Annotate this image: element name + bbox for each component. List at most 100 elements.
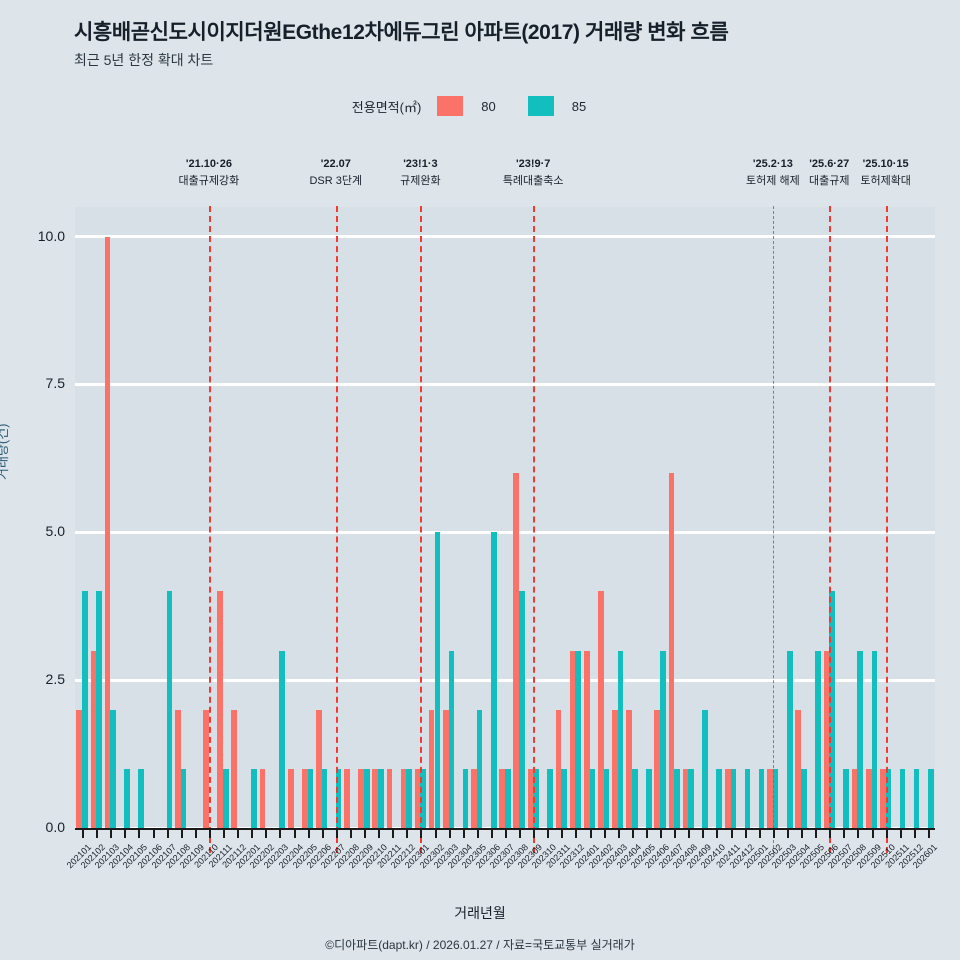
bar-85-202307	[505, 768, 511, 828]
bar-80-202312	[569, 650, 576, 828]
bar-85-202203	[279, 650, 286, 828]
bar-85-202102	[96, 591, 102, 828]
bar-85-202312	[575, 650, 582, 828]
x-tick	[744, 830, 747, 838]
event-annotation-202506: '25.6·27 대출규제	[769, 158, 889, 188]
x-tick	[152, 830, 155, 838]
bar-85-202503	[786, 650, 793, 828]
bar-85-202103	[110, 709, 116, 828]
bar-80-202102	[90, 650, 97, 828]
legend-title: 전용면적(㎡)	[351, 99, 422, 115]
x-tick	[505, 830, 507, 838]
plot-area	[75, 206, 935, 853]
y-tick-label: 0.0	[45, 819, 65, 835]
bar-85-202512	[913, 768, 920, 828]
y-tick-label: 7.5	[45, 375, 65, 392]
bar-80-202509	[865, 768, 872, 828]
bar-80-202209	[358, 768, 364, 828]
x-tick	[279, 830, 282, 838]
bar-80-202111	[217, 591, 224, 828]
bar-85-202412	[744, 768, 751, 828]
bar-80-202205	[301, 768, 308, 828]
bar-85-202507	[843, 768, 849, 828]
x-tick	[533, 830, 536, 838]
bar-80-202110	[203, 709, 209, 828]
x-tick	[786, 830, 789, 838]
event-annotation-202110: '21.10·26 대출규제강화	[149, 158, 269, 188]
bar-85-202206	[321, 768, 328, 828]
bar-85-202107	[166, 591, 173, 828]
bar-85-202410	[716, 768, 723, 828]
x-tick	[434, 830, 437, 838]
x-tick	[815, 830, 818, 838]
bar-85-202511	[899, 768, 906, 828]
bar-80-202510	[880, 768, 886, 828]
bar-85-202302	[434, 532, 441, 828]
bar-80-202210	[372, 768, 379, 828]
bar-85-202401	[589, 768, 596, 828]
event-date: '21.10·26	[185, 158, 232, 170]
bar-85-202508	[857, 650, 864, 828]
x-tick	[674, 830, 677, 838]
bar-85-202409	[702, 709, 708, 828]
legend: 전용면적(㎡) 80 85	[0, 96, 960, 116]
x-tick	[857, 830, 860, 838]
event-text: 대출규제강화	[178, 175, 240, 187]
x-tick	[237, 830, 240, 838]
gridline	[75, 235, 935, 239]
bar-85-202305	[476, 709, 483, 828]
bar-80-202506	[823, 650, 830, 828]
event-text: 토허제 해제	[746, 175, 800, 187]
bar-85-202101	[82, 591, 88, 828]
bar-80-202502	[767, 768, 773, 828]
event-annotation-202502: '25.2·13 토허제 해제	[713, 158, 833, 188]
bar-85-202304	[462, 768, 469, 828]
event-date: '25.10·15	[862, 158, 909, 170]
x-tick	[420, 830, 423, 838]
bar-85-202108	[180, 768, 187, 828]
bar-80-202508	[851, 768, 858, 828]
x-tick	[82, 830, 85, 838]
bar-85-202201	[251, 768, 257, 828]
bar-85-202310	[547, 768, 553, 828]
y-tick-label: 10.0	[37, 227, 65, 244]
bar-80-202401	[583, 650, 590, 828]
x-tick	[730, 830, 733, 838]
event-text: 규제완화	[400, 175, 441, 187]
bar-85-202212	[406, 768, 412, 828]
x-tick	[392, 830, 395, 838]
bar-80-202101	[76, 709, 83, 828]
gridline	[75, 678, 935, 682]
x-tick	[166, 830, 169, 838]
bar-85-202407	[674, 768, 680, 828]
bar-85-202509	[871, 650, 878, 828]
bar-80-202204	[287, 768, 294, 828]
bar-85-202111	[223, 768, 229, 828]
x-tick	[378, 830, 381, 838]
event-date: '25.6·27	[809, 158, 850, 170]
event-line-202207	[335, 206, 338, 853]
x-tick	[265, 830, 268, 838]
event-date: '23!1·3	[403, 158, 438, 170]
bar-80-202301	[414, 768, 421, 828]
bar-85-202405	[645, 768, 652, 828]
bar-80-202112	[231, 709, 238, 828]
legend-label-80: 80	[481, 98, 496, 114]
bar-85-202105	[138, 768, 145, 828]
event-date: '25.2·13	[752, 158, 793, 170]
x-tick	[96, 830, 99, 838]
bar-85-202210	[378, 768, 384, 828]
bar-85-202311	[561, 768, 568, 828]
x-tick	[110, 830, 113, 838]
y-axis-label: 거래량(건)	[0, 423, 10, 481]
x-tick	[448, 830, 451, 838]
event-text: 특례대출축소	[502, 175, 564, 187]
x-tick	[490, 830, 493, 838]
x-tick	[758, 830, 761, 838]
x-axis-line	[75, 828, 935, 830]
x-tick	[180, 830, 183, 838]
event-annotation-202301: '23!1·3 규제완화	[360, 158, 480, 188]
x-tick	[223, 830, 226, 838]
event-line-202309	[533, 206, 536, 853]
bar-80-202308	[513, 473, 520, 828]
